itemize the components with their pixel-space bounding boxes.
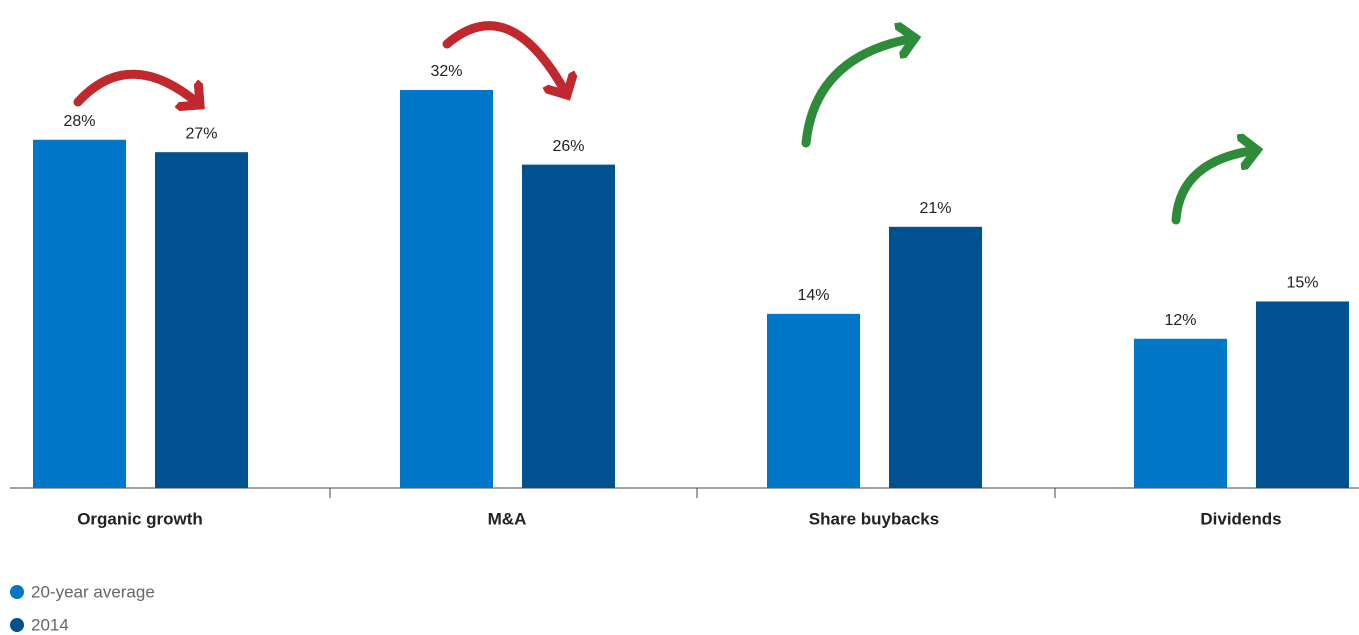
bar [889,226,982,488]
value-label: 14% [797,287,829,304]
bar [767,313,860,488]
arrow-down [73,69,200,105]
x-tick-label: Organic growth [77,509,203,528]
legend-label: 2014 [31,615,69,634]
bar [400,90,493,488]
value-label: 28% [63,113,95,130]
legend-label: 20-year average [31,582,155,601]
arrow-up [1171,150,1257,225]
value-label: 27% [185,125,217,142]
value-label: 21% [919,200,951,217]
bar [1256,301,1349,488]
bar [1134,338,1227,488]
legend-swatch [10,585,24,599]
x-tick-label: M&A [488,509,527,528]
value-label: 26% [552,138,584,155]
arrow-down [442,21,567,95]
legend-swatch [10,618,24,632]
value-label: 15% [1286,275,1318,292]
x-tick-label: Share buybacks [809,509,939,528]
bar [155,152,248,488]
value-label: 32% [430,63,462,80]
arrows [73,21,1257,225]
value-label: 12% [1164,312,1196,329]
bar [522,164,615,488]
arrow-up [801,38,915,148]
x-tick-label: Dividends [1200,509,1281,528]
bar [33,139,126,488]
